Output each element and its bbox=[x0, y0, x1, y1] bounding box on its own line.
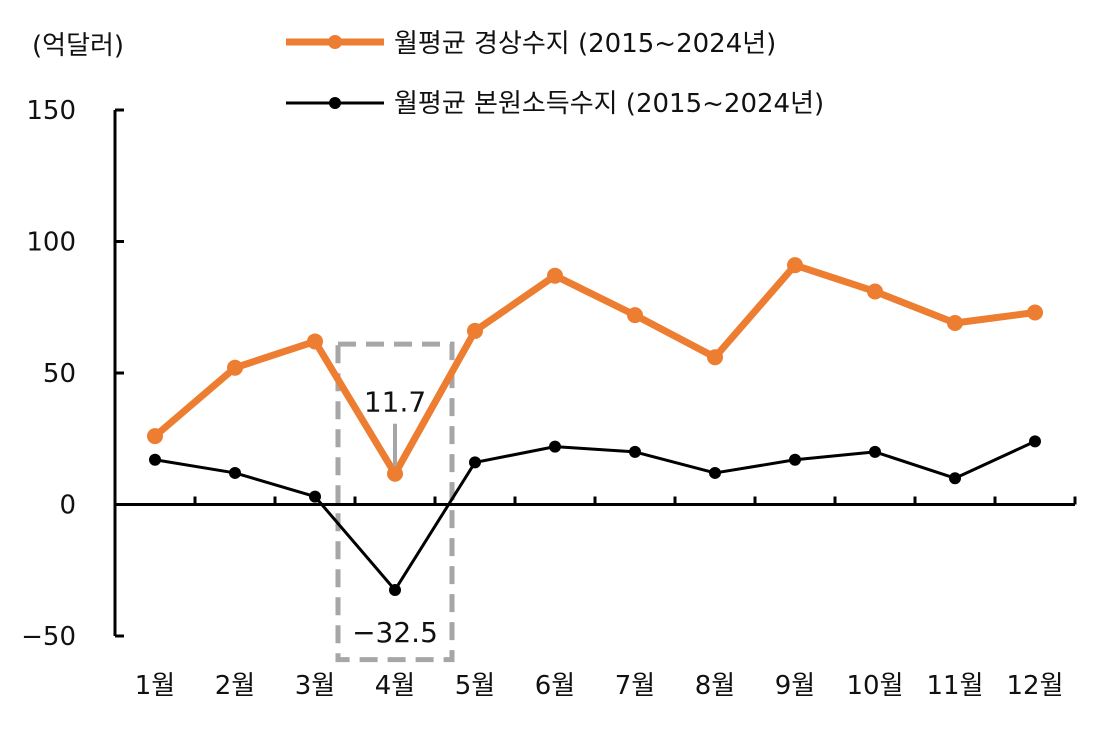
y-tick-label: 150 bbox=[26, 96, 76, 126]
data-point-primary-income bbox=[229, 466, 241, 479]
data-point-current-account bbox=[387, 465, 403, 482]
y-tick-label: −50 bbox=[21, 622, 76, 652]
data-point-current-account bbox=[1027, 304, 1043, 321]
data-point-current-account bbox=[147, 428, 163, 445]
x-tick-label: 4월 bbox=[375, 671, 415, 701]
data-label: −32.5 bbox=[352, 616, 438, 649]
y-tick-label: 50 bbox=[43, 359, 76, 389]
legend-marker-current-account bbox=[328, 35, 342, 49]
data-point-primary-income bbox=[549, 440, 561, 453]
series-line-primary-income bbox=[154, 440, 1036, 592]
data-point-primary-income bbox=[869, 445, 881, 458]
series-line-current-account bbox=[152, 261, 1036, 478]
data-point-primary-income bbox=[469, 456, 481, 469]
data-point-primary-income bbox=[709, 466, 721, 479]
data-point-primary-income bbox=[789, 453, 801, 466]
x-tick-label: 5월 bbox=[455, 671, 495, 701]
data-point-current-account bbox=[787, 257, 803, 274]
x-tick-label: 11월 bbox=[926, 671, 983, 701]
data-point-current-account bbox=[547, 267, 563, 284]
data-point-current-account bbox=[467, 322, 483, 339]
data-point-current-account bbox=[867, 283, 883, 300]
data-point-primary-income bbox=[629, 445, 641, 458]
x-tick-label: 10월 bbox=[846, 671, 903, 701]
data-point-primary-income bbox=[949, 472, 961, 485]
data-point-primary-income bbox=[309, 490, 321, 503]
legend: 월평균 경상수지 (2015~2024년) 월평균 본원소득수지 (2015~2… bbox=[286, 29, 824, 119]
x-tick-label: 6월 bbox=[535, 671, 575, 701]
x-tick-label: 7월 bbox=[615, 671, 655, 701]
y-tick-label: 0 bbox=[59, 491, 76, 521]
x-tick-label: 2월 bbox=[215, 671, 255, 701]
legend-label-primary-income: 월평균 본원소득수지 (2015~2024년) bbox=[394, 89, 824, 119]
x-tick-label: 12월 bbox=[1006, 671, 1063, 701]
x-tick-label: 3월 bbox=[295, 671, 335, 701]
data-point-current-account bbox=[307, 333, 323, 350]
legend-marker-primary-income bbox=[329, 97, 341, 109]
data-point-current-account bbox=[627, 307, 643, 324]
data-label: 11.7 bbox=[364, 386, 426, 419]
highlight-box bbox=[335, 341, 455, 663]
data-point-current-account bbox=[707, 349, 723, 366]
x-tick-label: 9월 bbox=[775, 671, 815, 701]
data-point-primary-income bbox=[389, 583, 401, 596]
data-point-current-account bbox=[947, 315, 963, 332]
y-unit-label: (억달러) bbox=[32, 31, 124, 61]
x-tick-label: 1월 bbox=[135, 671, 175, 701]
data-point-primary-income bbox=[149, 453, 161, 466]
y-tick-label: 100 bbox=[26, 228, 76, 258]
data-point-primary-income bbox=[1029, 435, 1041, 448]
x-tick-label: 8월 bbox=[695, 671, 735, 701]
legend-label-current-account: 월평균 경상수지 (2015~2024년) bbox=[394, 29, 776, 59]
data-point-current-account bbox=[227, 359, 243, 376]
